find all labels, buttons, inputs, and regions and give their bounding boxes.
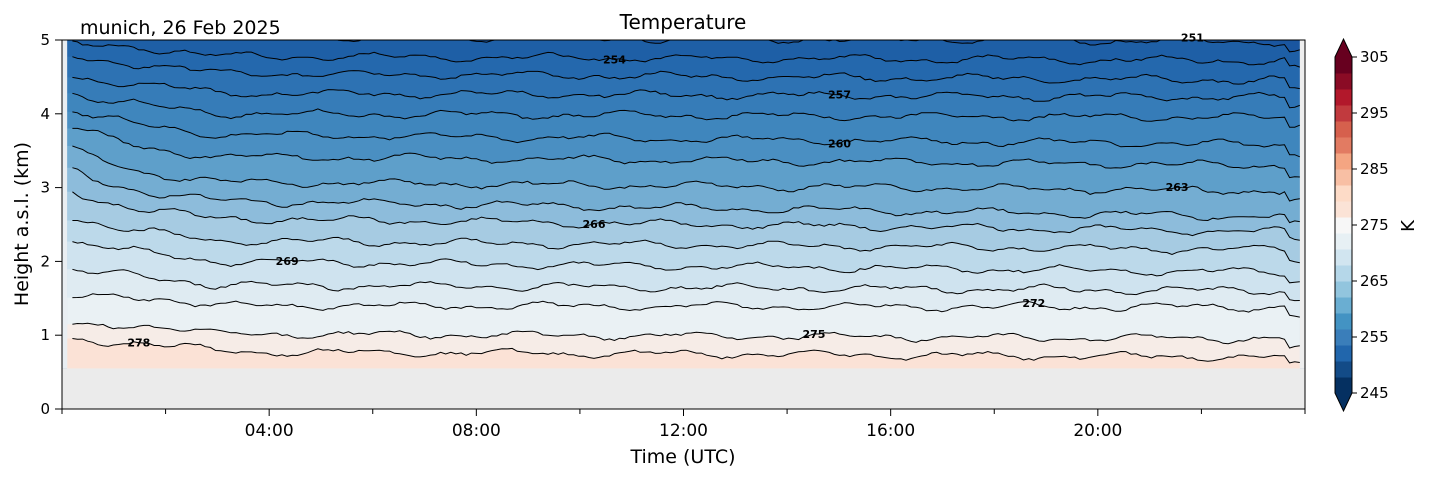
colorbar-segment [1335, 281, 1352, 298]
colorbar-segment [1335, 201, 1352, 218]
band-left-edge [62, 40, 68, 369]
contour-label: 266 [583, 218, 606, 231]
x-tick-label: 08:00 [452, 421, 501, 441]
colorbar-segment [1335, 297, 1352, 314]
colorbar-segment [1335, 121, 1352, 138]
colorbar-segment [1335, 169, 1352, 186]
colorbar-segment [1335, 57, 1352, 74]
y-tick-label: 5 [40, 31, 50, 49]
colorbar-top-arrow [1335, 39, 1352, 57]
contour-labels: 251 254 257 260 263 266 269 272 275 278 [127, 32, 1204, 350]
colorbar-segment [1335, 217, 1352, 234]
colorbar-tick-label: 275 [1360, 216, 1389, 234]
colorbar-tick-label: 295 [1360, 104, 1389, 122]
contour-label: 251 [1181, 32, 1204, 45]
colorbar-tick-label: 265 [1360, 272, 1389, 290]
contour-line [72, 220, 1300, 264]
colorbar-segment [1335, 137, 1352, 154]
contour-line [72, 167, 1300, 224]
contour-line [72, 322, 1300, 349]
location-date-label: munich, 26 Feb 2025 [80, 17, 281, 39]
y-tick-label: 4 [40, 105, 50, 123]
temperature-band [67, 338, 1300, 373]
y-tick-label: 1 [40, 326, 50, 344]
band-right-edge [1299, 40, 1305, 369]
contour-line [72, 145, 1300, 202]
contour-label: 278 [127, 337, 150, 350]
x-axis-label: Time (UTC) [629, 446, 735, 468]
contour-label: 254 [603, 54, 626, 67]
colorbar-segment [1335, 345, 1352, 362]
y-axis: 0 1 2 3 4 5 [40, 31, 62, 418]
x-tick-label: 04:00 [245, 421, 294, 441]
temperature-bands [62, 40, 1305, 373]
chart-title: Temperature [619, 10, 747, 34]
contour-line [72, 76, 1300, 109]
no-data-region [62, 368, 1305, 409]
contour-label: 269 [276, 255, 299, 268]
contour-line [72, 56, 1300, 90]
contour-line [72, 268, 1300, 302]
colorbar-segment [1335, 185, 1352, 202]
contour-line [72, 293, 1300, 318]
colorbar: 245 255 265 275 285 295 305 [1334, 37, 1389, 413]
contour-label: 272 [1022, 297, 1045, 310]
contour-lines [72, 40, 1300, 364]
x-tick-label: 12:00 [659, 421, 708, 441]
colorbar-segment [1335, 73, 1352, 90]
colorbar-segment [1335, 233, 1352, 250]
contour-line [72, 338, 1300, 364]
colorbar-tick-label: 255 [1360, 328, 1389, 346]
x-tick-label: 16:00 [866, 421, 915, 441]
colorbar-segment [1335, 313, 1352, 330]
y-tick-label: 2 [40, 252, 50, 270]
colorbar-segment [1335, 361, 1352, 378]
contour-label: 260 [828, 138, 851, 151]
x-tick-label: 20:00 [1073, 421, 1122, 441]
colorbar-segment [1335, 329, 1352, 346]
colorbar-label: K [1398, 219, 1419, 232]
contour-label: 275 [802, 328, 825, 341]
y-axis-label: Height a.s.l. (km) [11, 142, 33, 306]
colorbar-segment [1335, 153, 1352, 170]
contour-line [72, 92, 1300, 128]
colorbar-bottom-arrow [1335, 393, 1352, 411]
contour-line [72, 40, 1300, 68]
colorbar-tick-label: 285 [1360, 160, 1389, 178]
colorbar-segment [1335, 265, 1352, 282]
colorbar-tick-label: 305 [1360, 48, 1389, 66]
contour-label: 263 [1166, 181, 1189, 194]
plot-area [62, 40, 1305, 409]
colorbar-tick-label: 245 [1360, 384, 1389, 402]
y-tick-label: 0 [40, 400, 50, 418]
contour-line [336, 40, 1300, 53]
y-tick-label: 3 [40, 179, 50, 197]
contour-line [72, 241, 1300, 284]
colorbar-segment [1335, 89, 1352, 106]
contour-label: 257 [828, 89, 851, 102]
colorbar-segment [1335, 377, 1352, 394]
contour-line [72, 191, 1300, 241]
x-axis: 04:00 08:00 12:00 16:00 20:00 [61, 409, 1306, 441]
colorbar-segment [1335, 249, 1352, 266]
colorbar-segment [1335, 105, 1352, 122]
contour-line [72, 127, 1300, 179]
contour-line [72, 111, 1300, 158]
